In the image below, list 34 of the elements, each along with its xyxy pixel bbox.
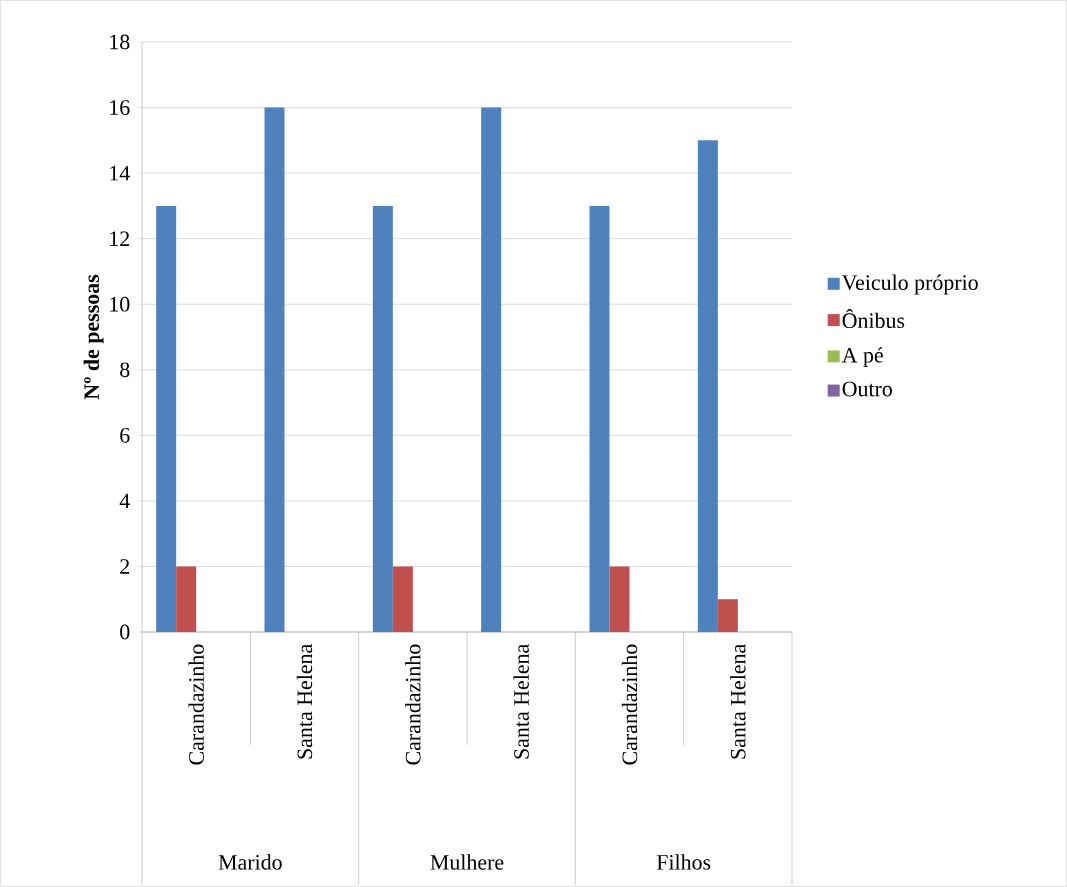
text: Filhos [656,854,711,870]
y-tick-label: 10 [110,296,130,312]
y-tick-label: 0 [120,624,130,640]
bar [697,140,718,632]
legend-label: Veiculo próprio [841,274,978,295]
bar [392,566,413,632]
y-tick-label: 2 [120,559,130,574]
y-tick-label: 18 [110,34,130,50]
x-tick-label: Santa Helena [296,644,313,759]
bar [176,566,197,632]
legend-label: Ônibus [842,309,905,329]
bar [717,599,738,632]
text: Mulhere [430,854,504,870]
legend-label: Outro [842,381,892,397]
bar [609,566,630,632]
legend-label: A pé [841,347,883,368]
x-tick-label: Carandazinho [621,644,638,765]
y-tick-label: 6 [120,427,130,443]
y-axis-title: Nº de pessoas [83,274,104,400]
y-tick-label: 16 [110,100,130,115]
bar [589,205,610,632]
bar [481,107,502,632]
y-tick-label: 4 [119,493,130,509]
bar [372,205,393,632]
x-tick-label: Santa Helena [513,644,529,759]
x-tick-label: Carandazinho [405,644,421,765]
y-tick-label: 12 [110,231,130,246]
y-tick-label: 8 [120,362,130,378]
x-tick-label: Santa Helena [730,644,746,759]
x-tick-label: Carandazinho [188,644,204,765]
y-tick-label: 14 [110,165,130,181]
text: Marido [218,854,282,870]
bar [264,107,285,632]
bar [156,205,177,632]
